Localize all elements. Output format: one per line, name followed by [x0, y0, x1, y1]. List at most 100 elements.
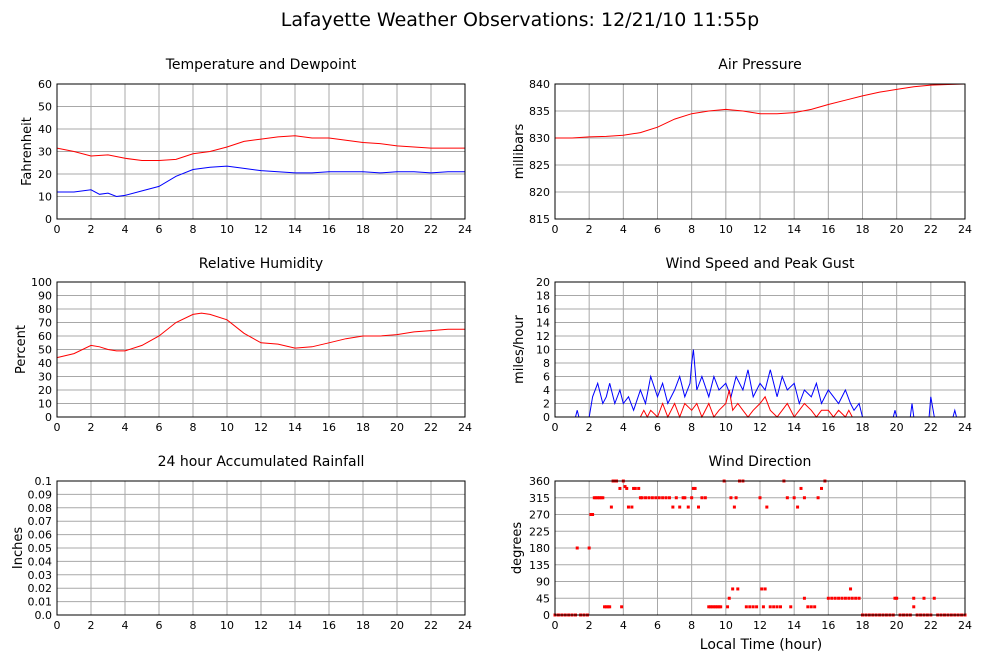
figure-title: Lafayette Weather Observations: 12/21/10…: [281, 9, 759, 31]
direction-point: [591, 513, 595, 516]
temp-x-tick: 24: [458, 223, 472, 236]
temp-y-tick: 30: [38, 146, 52, 159]
direction-point: [690, 496, 694, 500]
direction-point: [729, 496, 733, 500]
temp-y-tick: 40: [38, 123, 52, 136]
wind-plot-frame: [554, 281, 966, 418]
direction-grid: [554, 480, 966, 616]
temp-x-tick: 10: [220, 223, 234, 236]
rain-x-tick: 20: [390, 619, 404, 632]
direction-point: [922, 596, 926, 600]
direction-point: [799, 486, 803, 490]
direction-point: [674, 496, 678, 500]
wind-x-tick: 0: [552, 421, 559, 434]
direction-point: [604, 605, 608, 609]
temp-x-tick: 4: [122, 223, 129, 236]
direction-point: [727, 596, 731, 600]
rain-x-tick: 2: [88, 619, 95, 632]
humidity-y-tick: 30: [38, 371, 52, 384]
direction-point: [761, 605, 765, 609]
humidity-x-tick: 8: [190, 421, 197, 434]
direction-point: [712, 605, 716, 609]
temp-x-tick: 6: [156, 223, 163, 236]
pressure-series-line-0: [555, 83, 966, 139]
wind-x-tick: 8: [688, 421, 695, 434]
direction-point: [626, 505, 630, 509]
direction-y-tick: 225: [529, 525, 550, 538]
direction-point: [734, 496, 738, 500]
direction-point: [816, 496, 820, 500]
pressure-x-tick: 14: [787, 223, 801, 236]
humidity-x-tick: 22: [424, 421, 438, 434]
direction-point: [575, 546, 579, 550]
pressure-title: Air Pressure: [718, 57, 801, 73]
direction-point: [708, 605, 712, 609]
rain-x-tick: 18: [356, 619, 370, 632]
direction-y-tick: 315: [529, 492, 550, 505]
wind-x-tick: 2: [586, 421, 593, 434]
pressure-x-tick: 2: [586, 223, 593, 236]
direction-point: [715, 605, 719, 609]
humidity-x-tick: 18: [356, 421, 370, 434]
rain-y-tick: 0.05: [28, 542, 53, 555]
temp-x-tick: 12: [254, 223, 268, 236]
pressure-x-tick: 18: [856, 223, 870, 236]
direction-x-tick: 10: [719, 619, 733, 632]
rain-x-tick: 6: [156, 619, 163, 632]
pressure-x-tick: 12: [753, 223, 767, 236]
direction-point: [854, 596, 858, 600]
pressure-x-tick: 6: [654, 223, 661, 236]
direction-point: [632, 486, 636, 490]
direction-point: [849, 587, 853, 591]
rain-grid: [56, 480, 466, 616]
direction-point: [633, 486, 637, 490]
direction-y-tick: 270: [529, 509, 550, 522]
humidity-y-tick: 80: [38, 303, 52, 316]
direction-point: [697, 505, 700, 509]
pressure-y-tick: 840: [529, 78, 550, 91]
direction-point: [678, 505, 682, 509]
temp-series-line-1: [57, 165, 465, 198]
direction-point: [850, 596, 854, 600]
direction-point: [792, 496, 796, 500]
rain-x-tick: 16: [322, 619, 336, 632]
temp-title: Temperature and Dewpoint: [165, 57, 357, 73]
direction-x-tick: 18: [856, 619, 870, 632]
wind-x-tick: 18: [856, 421, 870, 434]
direction-point: [802, 596, 806, 600]
wind-y-tick: 10: [536, 344, 550, 357]
pressure-x-tick: 8: [688, 223, 695, 236]
direction-point: [744, 605, 748, 609]
direction-point: [707, 605, 711, 609]
wind-x-tick: 16: [821, 421, 835, 434]
wind-y-tick: 0: [543, 411, 550, 424]
wind-y-tick: 6: [543, 371, 550, 384]
pressure-x-tick: 24: [958, 223, 972, 236]
direction-y-tick: 90: [536, 576, 550, 589]
direction-y-tick: 0: [543, 609, 550, 622]
direction-y-tick: 180: [529, 542, 550, 555]
rain-x-tick: 14: [288, 619, 302, 632]
direction-point: [703, 496, 707, 500]
direction-y-tick: 45: [536, 592, 550, 605]
wind-y-tick: 18: [536, 290, 550, 303]
direction-point: [594, 496, 598, 500]
wind-x-tick: 20: [890, 421, 904, 434]
direction-point: [618, 486, 622, 490]
direction-point: [714, 605, 718, 609]
wind-x-tick: 12: [753, 421, 767, 434]
direction-point: [596, 496, 600, 500]
direction-point: [789, 605, 793, 609]
rain-y-tick: 0.03: [28, 569, 53, 582]
direction-point: [630, 505, 634, 509]
wind-x-tick: 24: [958, 421, 972, 434]
direction-point: [768, 605, 772, 609]
wind-x-tick: 10: [719, 421, 733, 434]
direction-point: [654, 496, 658, 500]
direction-point: [826, 596, 830, 600]
direction-point: [912, 605, 916, 609]
humidity-x-tick: 12: [254, 421, 268, 434]
